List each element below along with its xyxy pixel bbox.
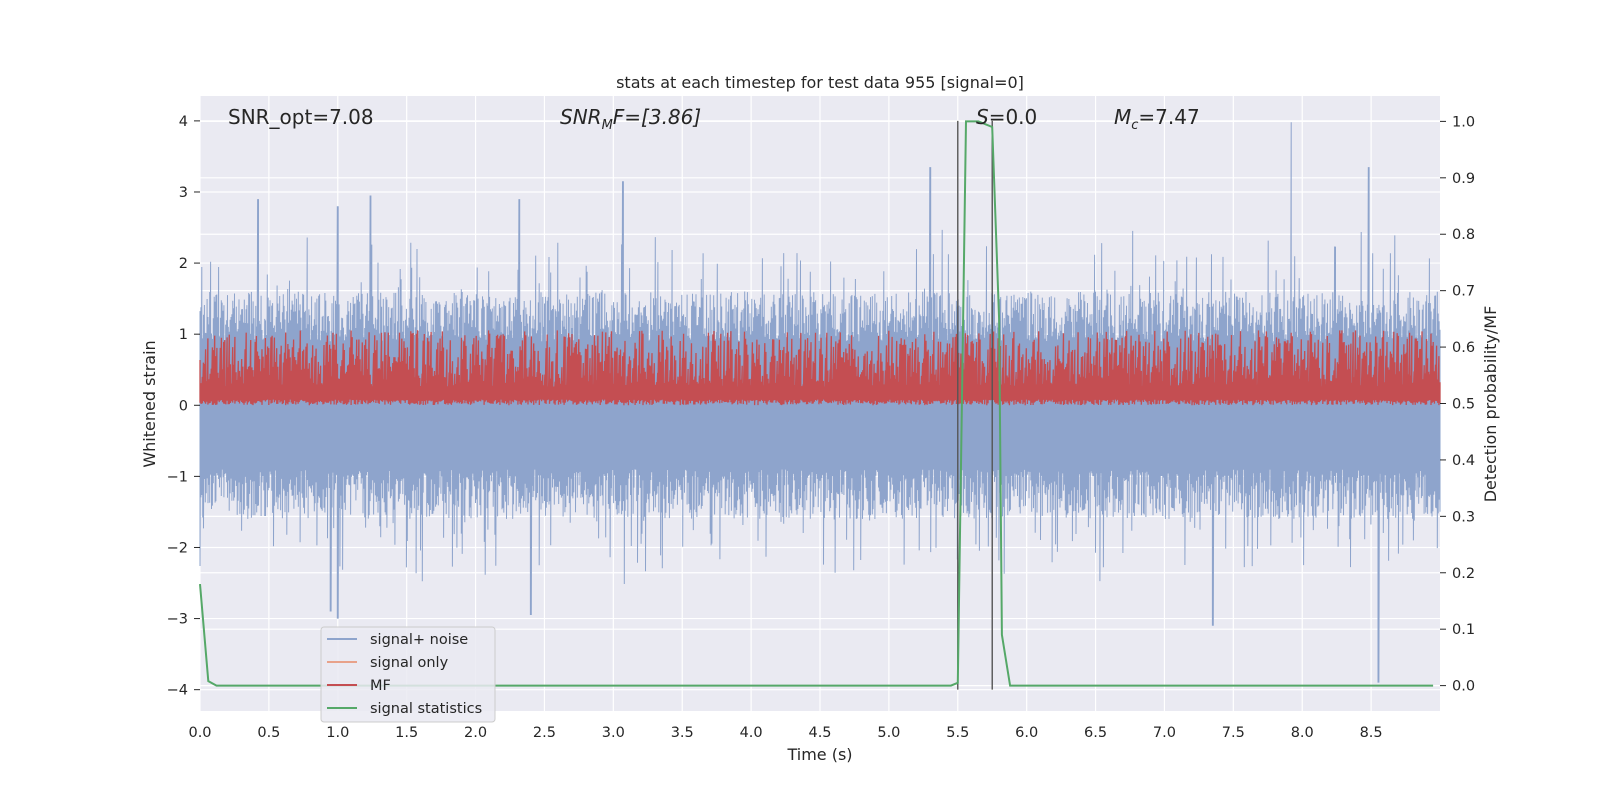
y-axis-label: Whitened strain [140,340,159,467]
y-tick-label: −4 [167,683,188,699]
x-tick-label: 5.5 [946,725,969,741]
y2-tick-label: 0.3 [1452,509,1475,525]
x-tick-label: 4.0 [740,725,763,741]
legend: signal+ noise signal only MF signal stat… [320,626,496,723]
y-axis-ticks: 4 3 2 1 0 −1 −2 −3 −4 [167,114,200,699]
y-tick-label: −3 [167,612,188,628]
y2-tick-label: 0.1 [1452,622,1475,638]
x-tick-label: 2.0 [464,725,487,741]
mf-line [199,330,1441,406]
y2-tick-label: 0.9 [1452,171,1475,187]
y-tick-label: −1 [167,469,188,485]
x-tick-label: 1.0 [326,725,349,741]
y2-tick-label: 1.0 [1452,114,1475,130]
y-tick-label: −2 [167,540,188,556]
y-tick-label: 2 [179,256,188,272]
legend-label-signal-statistics: signal statistics [370,701,482,717]
x-tick-label: 6.5 [1084,725,1107,741]
x-tick-label: 3.0 [602,725,625,741]
y-tick-label: 4 [179,114,188,130]
y2-tick-label: 0.4 [1452,453,1475,469]
x-tick-label: 8.0 [1291,725,1314,741]
s-annotation: S=0.0 [976,105,1037,129]
x-tick-label: 3.5 [671,725,694,741]
y2-tick-label: 0.5 [1452,397,1475,413]
y-tick-label: 3 [179,185,188,201]
x-tick-label: 1.5 [395,725,418,741]
y2-tick-label: 0.0 [1452,679,1475,695]
x-tick-label: 2.5 [533,725,556,741]
legend-label-noise: signal+ noise [370,632,468,648]
legend-label-signal-only: signal only [370,655,449,671]
y-tick-label: 0 [179,398,188,414]
x-axis-label: Time (s) [786,745,852,764]
y2-tick-label: 0.8 [1452,227,1475,243]
x-tick-label: 6.0 [1015,725,1038,741]
y2-tick-label: 0.2 [1452,566,1475,582]
chart-title: stats at each timestep for test data 955… [616,73,1024,92]
x-tick-label: 7.5 [1222,725,1245,741]
x-axis-ticks: 0.0 0.5 1.0 1.5 2.0 2.5 3.0 3.5 4.0 4.5 5.0 5.5 6.0 6… [188,725,1382,741]
snr-opt-annotation: SNR_opt=7.08 [228,105,374,129]
y2-tick-label: 0.7 [1452,284,1475,300]
legend-label-mf: MF [370,678,391,694]
x-tick-label: 4.5 [808,725,831,741]
mc-annotation: Mc=7.47 [1114,105,1200,133]
snr-mf-annotation: SNRMF=[3.86] [560,105,701,133]
x-tick-label: 8.5 [1360,725,1383,741]
y2-axis-label: Detection probability/MF [1481,306,1500,503]
signal-plus-noise-line [199,122,1441,683]
legend-box [320,626,496,723]
y-tick-label: 1 [179,327,188,343]
x-tick-label: 5.0 [877,725,900,741]
y2-axis-ticks: 1.0 0.9 0.8 0.7 0.6 0.5 0.4 0.3 0.2 0.1 0.0 [1440,114,1475,695]
x-tick-label: 0.0 [188,725,211,741]
x-tick-label: 7.0 [1153,725,1176,741]
y2-tick-label: 0.6 [1452,340,1475,356]
vlines [957,120,993,690]
mf-series [199,330,1441,406]
x-tick-label: 0.5 [257,725,280,741]
